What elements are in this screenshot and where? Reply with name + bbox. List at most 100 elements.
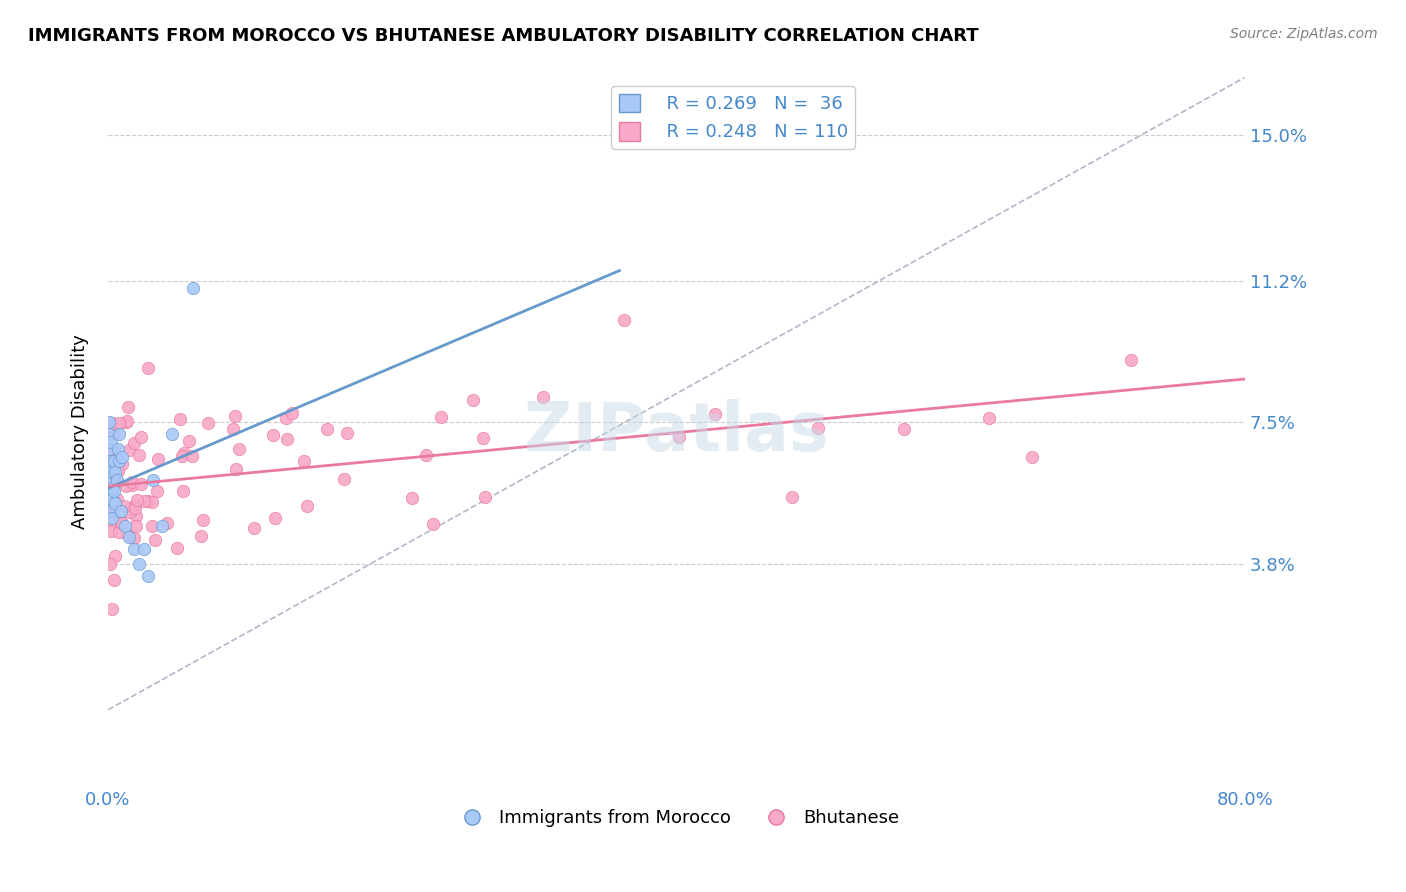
Point — [148, 451, 170, 466]
Point — [780, 490, 803, 504]
Point — [100, 488, 122, 502]
Point — [118, 530, 141, 544]
Point — [172, 483, 194, 498]
Point — [98, 442, 121, 457]
Point — [191, 513, 214, 527]
Point — [117, 401, 139, 415]
Point — [292, 454, 315, 468]
Point — [336, 425, 359, 440]
Point — [114, 499, 136, 513]
Point — [125, 493, 148, 508]
Point — [807, 421, 830, 435]
Point — [104, 496, 127, 510]
Point — [142, 473, 165, 487]
Point — [295, 499, 318, 513]
Point — [98, 490, 121, 504]
Point — [222, 422, 245, 436]
Point — [160, 426, 183, 441]
Point — [131, 477, 153, 491]
Point — [104, 444, 127, 458]
Point — [100, 503, 122, 517]
Point — [108, 416, 131, 430]
Point — [136, 568, 159, 582]
Point — [1119, 352, 1142, 367]
Point — [315, 422, 337, 436]
Point — [121, 478, 143, 492]
Point — [104, 472, 127, 486]
Point — [98, 493, 121, 508]
Point — [114, 519, 136, 533]
Point — [108, 426, 131, 441]
Point — [463, 392, 485, 407]
Point — [101, 465, 124, 479]
Point — [115, 414, 138, 428]
Point — [177, 434, 200, 448]
Point — [704, 407, 727, 421]
Point — [100, 492, 122, 507]
Point — [422, 517, 444, 532]
Point — [101, 481, 124, 495]
Point — [104, 465, 127, 479]
Point — [101, 416, 124, 430]
Point — [105, 475, 128, 490]
Point — [110, 503, 132, 517]
Point — [141, 495, 163, 509]
Point — [101, 470, 124, 484]
Point — [893, 422, 915, 436]
Point — [100, 459, 122, 474]
Point — [98, 458, 121, 472]
Point — [103, 516, 125, 531]
Legend: Immigrants from Morocco, Bhutanese: Immigrants from Morocco, Bhutanese — [447, 802, 907, 834]
Point — [263, 511, 285, 525]
Point — [111, 516, 134, 531]
Point — [98, 465, 121, 479]
Point — [170, 449, 193, 463]
Point — [110, 458, 132, 472]
Point — [150, 519, 173, 533]
Point — [101, 493, 124, 508]
Point — [129, 430, 152, 444]
Point — [132, 541, 155, 556]
Point — [156, 516, 179, 531]
Point — [98, 453, 121, 467]
Point — [117, 528, 139, 542]
Point — [197, 417, 219, 431]
Point — [101, 468, 124, 483]
Point — [103, 466, 125, 480]
Text: ZIPatlas: ZIPatlas — [524, 399, 828, 465]
Point — [276, 432, 298, 446]
Point — [276, 411, 298, 425]
Point — [101, 499, 124, 513]
Point — [100, 488, 122, 502]
Point — [136, 360, 159, 375]
Point — [190, 529, 212, 543]
Y-axis label: Ambulatory Disability: Ambulatory Disability — [72, 334, 89, 529]
Point — [121, 475, 143, 489]
Point — [98, 500, 121, 514]
Point — [124, 508, 146, 523]
Point — [474, 490, 496, 504]
Point — [98, 417, 121, 432]
Point — [98, 491, 121, 506]
Point — [101, 481, 124, 495]
Text: IMMIGRANTS FROM MOROCCO VS BHUTANESE AMBULATORY DISABILITY CORRELATION CHART: IMMIGRANTS FROM MOROCCO VS BHUTANESE AMB… — [28, 27, 979, 45]
Point — [118, 443, 141, 458]
Point — [242, 521, 264, 535]
Point — [613, 313, 636, 327]
Point — [103, 484, 125, 499]
Point — [145, 483, 167, 498]
Point — [100, 422, 122, 436]
Point — [114, 479, 136, 493]
Point — [141, 519, 163, 533]
Text: Source: ZipAtlas.com: Source: ZipAtlas.com — [1230, 27, 1378, 41]
Point — [111, 450, 134, 464]
Point — [103, 494, 125, 508]
Point — [1021, 450, 1043, 464]
Point — [101, 602, 124, 616]
Point — [100, 458, 122, 472]
Point — [104, 549, 127, 563]
Point — [100, 434, 122, 449]
Point — [668, 430, 690, 444]
Point — [173, 446, 195, 460]
Point — [401, 491, 423, 506]
